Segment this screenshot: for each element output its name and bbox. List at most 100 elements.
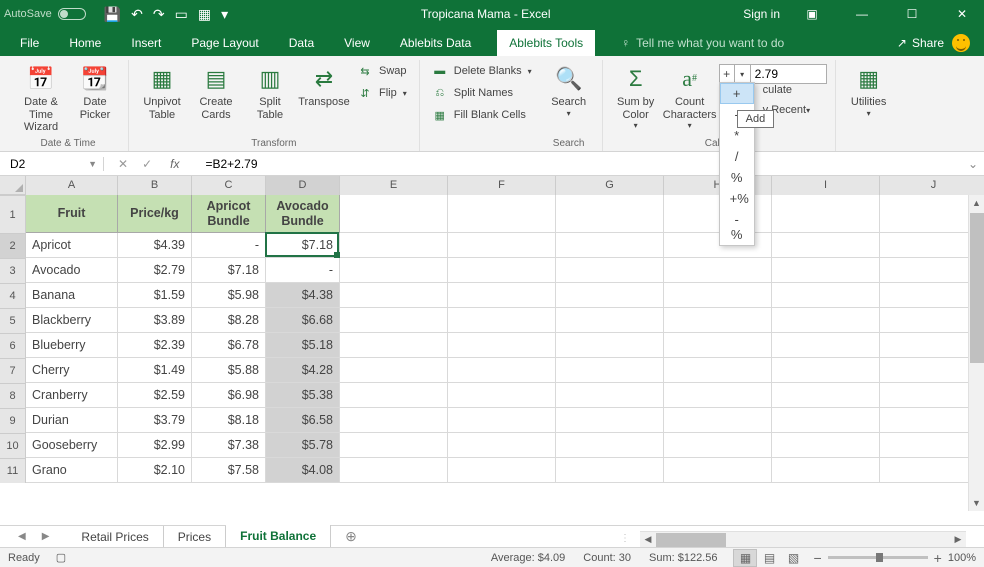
row-header-3[interactable]: 3	[0, 258, 26, 283]
cell[interactable]	[340, 383, 448, 408]
cell[interactable]	[664, 333, 772, 358]
cell[interactable]	[556, 258, 664, 283]
fx-icon[interactable]: fx	[166, 157, 183, 171]
cell[interactable]	[340, 358, 448, 383]
cell[interactable]: Cherry	[26, 358, 118, 383]
cell[interactable]: $7.18	[266, 233, 340, 258]
cell[interactable]	[772, 233, 880, 258]
date-picker-button[interactable]: 📆Date Picker	[70, 60, 120, 121]
calc-plus-button[interactable]: +	[719, 64, 735, 84]
cell[interactable]: $3.89	[118, 308, 192, 333]
split-names-button[interactable]: ⎌Split Names	[428, 84, 536, 102]
utilities-button[interactable]: ▦Utilities▾	[844, 60, 894, 118]
sheet-nav-next-icon[interactable]: ▶	[42, 531, 50, 542]
cell[interactable]	[556, 358, 664, 383]
tab-insert[interactable]: Insert	[127, 30, 165, 56]
cell[interactable]	[340, 308, 448, 333]
cell[interactable]	[556, 458, 664, 483]
tab-ablebitsdata[interactable]: Ablebits Data	[396, 30, 475, 56]
vertical-scrollbar[interactable]: ▲ ▼	[968, 195, 984, 511]
col-header-I[interactable]: I	[772, 176, 880, 195]
cell[interactable]	[340, 458, 448, 483]
sheet-nav-prev-icon[interactable]: ◀	[18, 531, 26, 542]
cell[interactable]: Durian	[26, 408, 118, 433]
transpose-button[interactable]: ⇄Transpose	[299, 60, 349, 109]
cell[interactable]: $2.39	[118, 333, 192, 358]
cell[interactable]	[772, 358, 880, 383]
col-header-J[interactable]: J	[880, 176, 984, 195]
cell[interactable]	[448, 358, 556, 383]
row-header-5[interactable]: 5	[0, 308, 26, 333]
split-table-button[interactable]: ▥Split Table	[245, 60, 295, 121]
sheet-tab-retail[interactable]: Retail Prices	[67, 526, 163, 548]
col-header-C[interactable]: C	[192, 176, 266, 195]
close-icon[interactable]: ✕	[944, 7, 980, 21]
calc-value-input[interactable]	[751, 64, 827, 84]
header-cell[interactable]: AvocadoBundle	[266, 195, 340, 233]
add-sheet-button[interactable]: ⊕	[331, 528, 371, 545]
macro-rec-icon[interactable]: ▢	[56, 551, 66, 564]
calc-op-pct[interactable]: %	[720, 167, 754, 188]
cell[interactable]	[772, 308, 880, 333]
cell[interactable]	[340, 433, 448, 458]
cell[interactable]: Avocado	[26, 258, 118, 283]
view-pagebreak-icon[interactable]: ▧	[781, 549, 805, 567]
fill-blank-button[interactable]: ▦Fill Blank Cells	[428, 106, 536, 124]
cell[interactable]	[448, 458, 556, 483]
cell[interactable]	[664, 383, 772, 408]
cell[interactable]: $8.28	[192, 308, 266, 333]
cell[interactable]	[772, 195, 880, 233]
row-header-4[interactable]: 4	[0, 283, 26, 308]
qat-dropdown-icon[interactable]: ▾	[221, 6, 228, 23]
view-pagelayout-icon[interactable]: ▤	[757, 549, 781, 567]
cell[interactable]	[772, 383, 880, 408]
unpivot-button[interactable]: ▦Unpivot Table	[137, 60, 187, 121]
cell[interactable]: Apricot	[26, 233, 118, 258]
enter-formula-icon[interactable]: ✓	[142, 157, 152, 171]
formula-input[interactable]	[197, 157, 962, 171]
cell[interactable]: $2.79	[118, 258, 192, 283]
feedback-icon[interactable]	[952, 34, 970, 52]
share-button[interactable]: ↗ Share	[897, 36, 944, 50]
cell[interactable]: -	[266, 258, 340, 283]
tab-ablebitstools[interactable]: Ablebits Tools	[497, 30, 595, 56]
cell[interactable]	[772, 283, 880, 308]
calc-op-addpct[interactable]: +%	[720, 188, 754, 209]
cell[interactable]	[556, 283, 664, 308]
cell[interactable]: $5.98	[192, 283, 266, 308]
calc-op-mul[interactable]: *	[720, 125, 754, 146]
zoom-slider[interactable]	[828, 556, 928, 559]
view-normal-icon[interactable]: ▦	[733, 549, 757, 567]
delete-blanks-button[interactable]: ▬Delete Blanks▾	[428, 62, 536, 80]
col-header-B[interactable]: B	[118, 176, 192, 195]
cell[interactable]: $8.18	[192, 408, 266, 433]
row-header-1[interactable]: 1	[0, 195, 26, 233]
cell[interactable]	[772, 408, 880, 433]
worksheet-grid[interactable]: ABCDEFGHIJ 1FruitPrice/kgApricotBundleAv…	[0, 176, 984, 511]
scroll-right-icon[interactable]: ▶	[950, 532, 966, 548]
cell[interactable]	[556, 333, 664, 358]
cell[interactable]: Blueberry	[26, 333, 118, 358]
cell[interactable]	[556, 308, 664, 333]
tab-file[interactable]: File	[16, 30, 43, 56]
cell[interactable]: -	[192, 233, 266, 258]
hscroll-thumb[interactable]	[656, 533, 726, 547]
scroll-left-icon[interactable]: ◀	[640, 532, 656, 548]
datetime-wizard-button[interactable]: 📅Date & Time Wizard	[16, 60, 66, 134]
tab-data[interactable]: Data	[285, 30, 318, 56]
cell[interactable]	[448, 408, 556, 433]
sheet-tab-fruitbalance[interactable]: Fruit Balance	[226, 525, 331, 549]
cell[interactable]	[448, 195, 556, 233]
cell[interactable]: $2.99	[118, 433, 192, 458]
name-box-dropdown-icon[interactable]: ▼	[88, 159, 97, 169]
cell[interactable]	[340, 233, 448, 258]
cell[interactable]	[448, 333, 556, 358]
cell[interactable]: $2.10	[118, 458, 192, 483]
zoom-out-button[interactable]: −	[813, 550, 821, 566]
tell-me[interactable]: ♀ Tell me what you want to do	[617, 30, 788, 56]
cell[interactable]	[664, 308, 772, 333]
cell[interactable]: $7.58	[192, 458, 266, 483]
cell[interactable]: $4.28	[266, 358, 340, 383]
cell[interactable]	[556, 195, 664, 233]
ribbon-display-icon[interactable]: ▣	[794, 7, 830, 21]
